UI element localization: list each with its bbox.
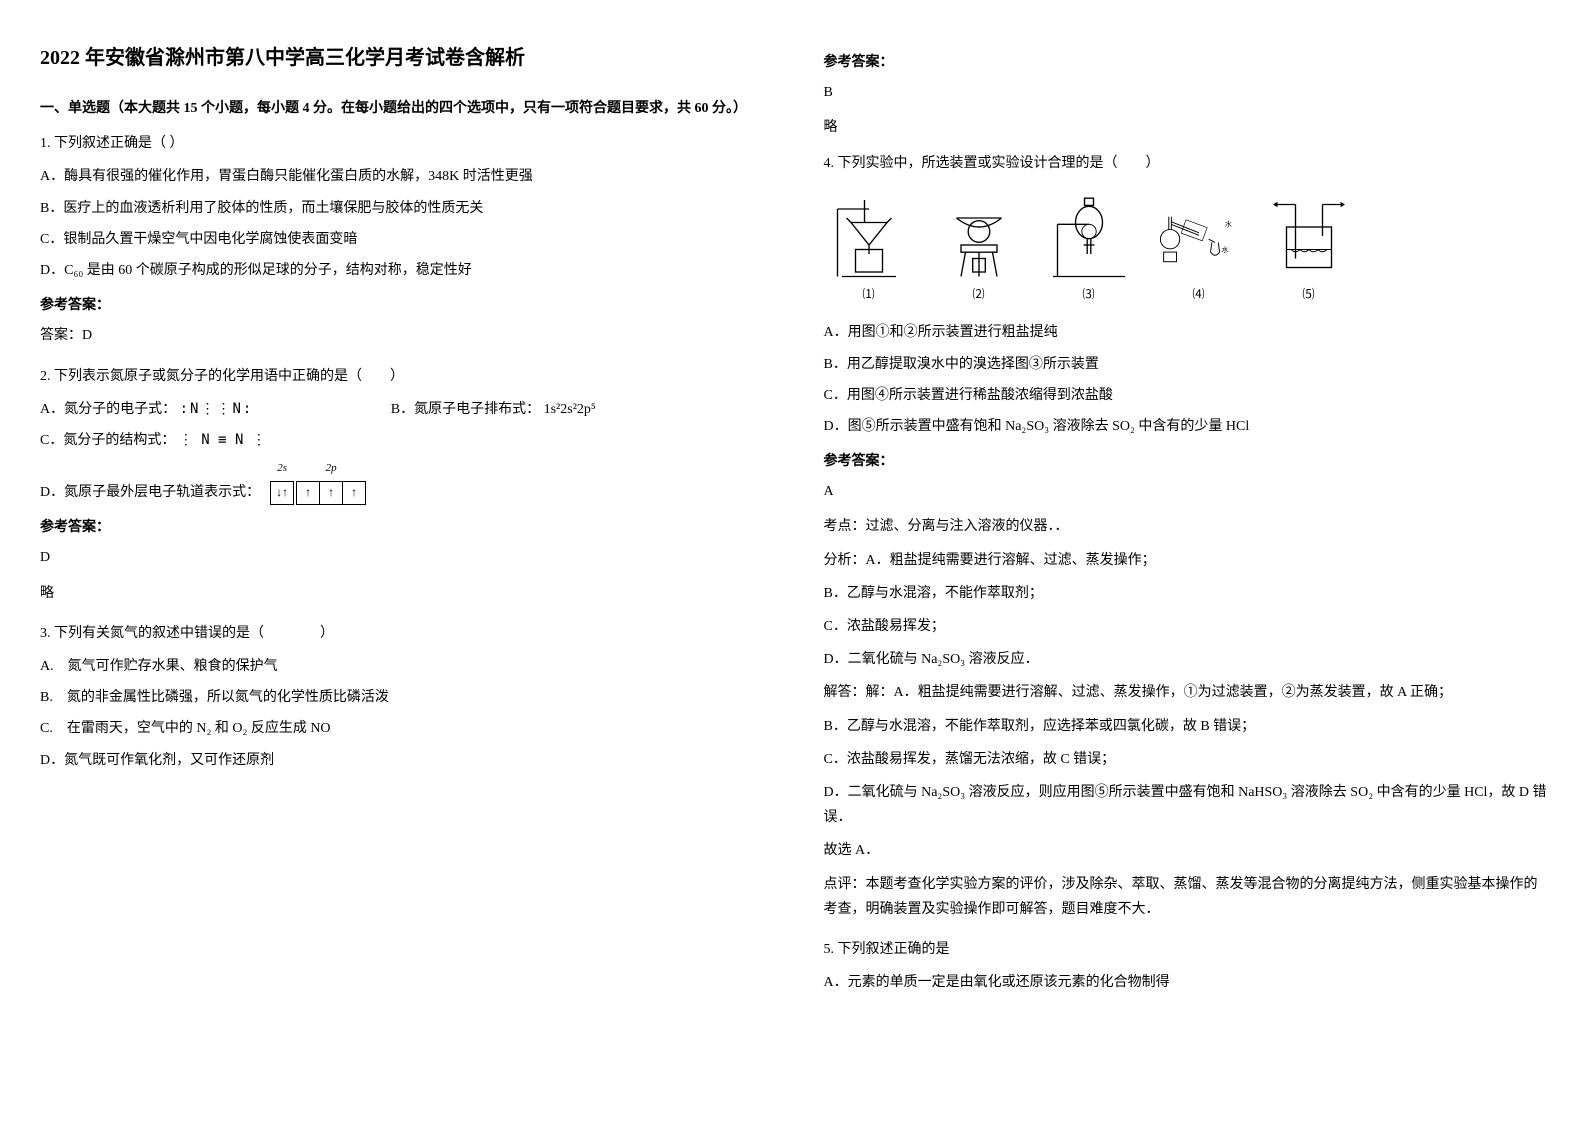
- q3-answer-letter: B: [824, 80, 1548, 105]
- question-1: 1. 下列叙述正确是（ ） A．酶具有很强的催化作用，胃蛋白酶只能催化蛋白质的水…: [40, 131, 764, 348]
- q3-stem: 3. 下列有关氮气的叙述中错误的是（ ）: [40, 621, 764, 646]
- q1-optB: B．医疗上的血液透析利用了胶体的性质，而土壤保肥与胶体的性质无关: [40, 196, 764, 221]
- apparatus-2: ⑵: [934, 191, 1024, 306]
- q4-optC: C．用图④所示装置进行稀盐酸浓缩得到浓盐酸: [824, 383, 1548, 408]
- apparatus-1: ⑴: [824, 191, 914, 306]
- q2-optC: C．氮分子的结构式： ⋮ N ≡ N ⋮: [40, 428, 764, 453]
- q2-answer-note: 略: [40, 581, 764, 606]
- q4-answer-label: 参考答案：: [824, 449, 1548, 474]
- q2-answer-label: 参考答案：: [40, 515, 764, 540]
- q1-optD: D．C₆₀ 是由 60 个碳原子构成的形似足球的分子，结构对称，稳定性好: [40, 258, 764, 283]
- apparatus-num-4: ⑷: [1192, 284, 1204, 306]
- apparatus-5: ⑸: [1264, 191, 1354, 306]
- orbital-2p-box-2: ↑: [342, 481, 366, 505]
- orbital-2s-label: 2s: [277, 459, 287, 479]
- apparatus-4: 水 水 ⑷: [1154, 191, 1244, 306]
- q4-analysisB: B．乙醇与水混溶，不能作萃取剂；: [824, 581, 1548, 606]
- q4-analysisC: C．浓盐酸易挥发；: [824, 614, 1548, 639]
- q4-analysis-label: 考点：过滤、分离与注入溶液的仪器．．: [824, 514, 1548, 539]
- gas-washing-icon: [1264, 191, 1354, 281]
- q4-analysisD: D．二氧化硫与 Na₂SO₃ 溶液反应．: [824, 647, 1548, 672]
- apparatus-num-5: ⑸: [1302, 284, 1314, 306]
- q2-optA-prefix: A．氮分子的电子式：: [40, 402, 176, 417]
- q2-optD-prefix: D．氮原子最外层电子轨道表示式：: [40, 480, 260, 505]
- q4-solutionB: B．乙醇与水混溶，不能作萃取剂，应选择苯或四氯化碳，故 B 错误；: [824, 714, 1548, 739]
- exam-title: 2022 年安徽省滁州市第八中学高三化学月考试卷含解析: [40, 40, 764, 76]
- q3-optB: B. 氮的非金属性比磷强，所以氮气的化学性质比磷活泼: [40, 685, 764, 710]
- q2-answer-letter: D: [40, 545, 764, 570]
- q1-answer: 答案：D: [40, 323, 764, 348]
- orbital-2p-box-1: ↑: [319, 481, 343, 505]
- apparatus-num-2: ⑵: [972, 284, 984, 306]
- question-3: 3. 下列有关氮气的叙述中错误的是（ ） A. 氮气可作贮存水果、粮食的保护气 …: [40, 621, 764, 773]
- q2-optA-row: A．氮分子的电子式： :N⋮⋮N: B．氮原子电子排布式： 1s²2s²2p⁵: [40, 397, 764, 422]
- q4-optD: D．图⑤所示装置中盛有饱和 Na₂SO₃ 溶液除去 SO₂ 中含有的少量 HCl: [824, 414, 1548, 439]
- q3-optC: C. 在雷雨天，空气中的 N₂ 和 O₂ 反应生成 NO: [40, 716, 764, 741]
- right-column: 参考答案： B 略 4. 下列实验中，所选装置或实验设计合理的是（ ）: [824, 40, 1548, 1010]
- orbital-2p-box-0: ↑: [296, 481, 320, 505]
- q4-comment: 点评：本题考查化学实验方案的评价，涉及除杂、萃取、蒸馏、蒸发等混合物的分离提纯方…: [824, 872, 1548, 922]
- q3-optA: A. 氮气可作贮存水果、粮食的保护气: [40, 654, 764, 679]
- q5-optA: A．元素的单质一定是由氧化或还原该元素的化合物制得: [824, 970, 1548, 995]
- orbital-2p-label: 2p: [326, 459, 337, 479]
- q3-optD: D．氮气既可作氧化剂，又可作还原剂: [40, 748, 764, 773]
- q4-stem: 4. 下列实验中，所选装置或实验设计合理的是（ ）: [824, 151, 1548, 176]
- apparatus-row: ⑴ ⑵: [824, 191, 1548, 306]
- q1-optC: C．银制品久置干燥空气中因电化学腐蚀使表面变暗: [40, 227, 764, 252]
- question-4: 4. 下列实验中，所选装置或实验设计合理的是（ ）: [824, 151, 1548, 922]
- orbital-diagram: 2s ↓↑ 2p ↑ ↑ ↑: [270, 459, 368, 505]
- question-2: 2. 下列表示氮原子或氮分子的化学用语中正确的是（ ） A．氮分子的电子式： :…: [40, 364, 764, 606]
- q2-optC-formula: ⋮ N ≡ N ⋮: [179, 428, 266, 453]
- q1-optA: A．酶具有很强的催化作用，胃蛋白酶只能催化蛋白质的水解，348K 时活性更强: [40, 164, 764, 189]
- q2-optB-prefix: B．氮原子电子排布式：: [391, 402, 540, 417]
- question-5: 5. 下列叙述正确的是 A．元素的单质一定是由氧化或还原该元素的化合物制得: [824, 937, 1548, 995]
- q2-optA-formula: :N⋮⋮N:: [180, 397, 254, 422]
- apparatus-num-1: ⑴: [862, 284, 874, 306]
- section-header: 一、单选题（本大题共 15 个小题，每小题 4 分。在每小题给出的四个选项中，只…: [40, 96, 764, 121]
- q4-optA: A．用图①和②所示装置进行粗盐提纯: [824, 320, 1548, 345]
- q4-answer-letter: A: [824, 479, 1548, 504]
- q2-optB-formula: 1s²2s²2p⁵: [544, 402, 596, 417]
- q1-answer-label: 参考答案：: [40, 293, 764, 318]
- q4-solutionD: D．二氧化硫与 Na₂SO₃ 溶液反应，则应用图⑤所示装置中盛有饱和 NaHSO…: [824, 780, 1548, 830]
- separating-funnel-icon: [1044, 191, 1134, 281]
- apparatus-num-3: ⑶: [1082, 284, 1094, 306]
- q5-stem: 5. 下列叙述正确的是: [824, 937, 1548, 962]
- q3-answer-note: 略: [824, 115, 1548, 140]
- q3-answer-label: 参考答案：: [824, 50, 1548, 75]
- q2-optD: D．氮原子最外层电子轨道表示式： 2s ↓↑ 2p ↑ ↑ ↑: [40, 459, 764, 505]
- q4-analysis-prefix: 分析：A．粗盐提纯需要进行溶解、过滤、蒸发操作；: [824, 548, 1548, 573]
- q4-conclusion: 故选 A．: [824, 838, 1548, 863]
- orbital-2s-box: ↓↑: [270, 481, 294, 505]
- filtration-icon: [824, 191, 914, 281]
- q4-optB: B．用乙醇提取溴水中的溴选择图③所示装置: [824, 352, 1548, 377]
- left-column: 2022 年安徽省滁州市第八中学高三化学月考试卷含解析 一、单选题（本大题共 1…: [40, 40, 764, 1010]
- q2-optC-prefix: C．氮分子的结构式：: [40, 433, 175, 448]
- q4-solution-prefix: 解答：解：A．粗盐提纯需要进行溶解、过滤、蒸发操作，①为过滤装置，②为蒸发装置，…: [824, 680, 1548, 705]
- q2-stem: 2. 下列表示氮原子或氮分子的化学用语中正确的是（ ）: [40, 364, 764, 389]
- apparatus-3: ⑶: [1044, 191, 1134, 306]
- water-label-1: 水: [1224, 219, 1231, 228]
- water-label-2: 水: [1221, 245, 1228, 254]
- q4-solutionC: C．浓盐酸易挥发，蒸馏无法浓缩，故 C 错误；: [824, 747, 1548, 772]
- distillation-icon: 水 水: [1154, 191, 1244, 281]
- q1-stem: 1. 下列叙述正确是（ ）: [40, 131, 764, 156]
- evaporation-icon: [934, 191, 1024, 281]
